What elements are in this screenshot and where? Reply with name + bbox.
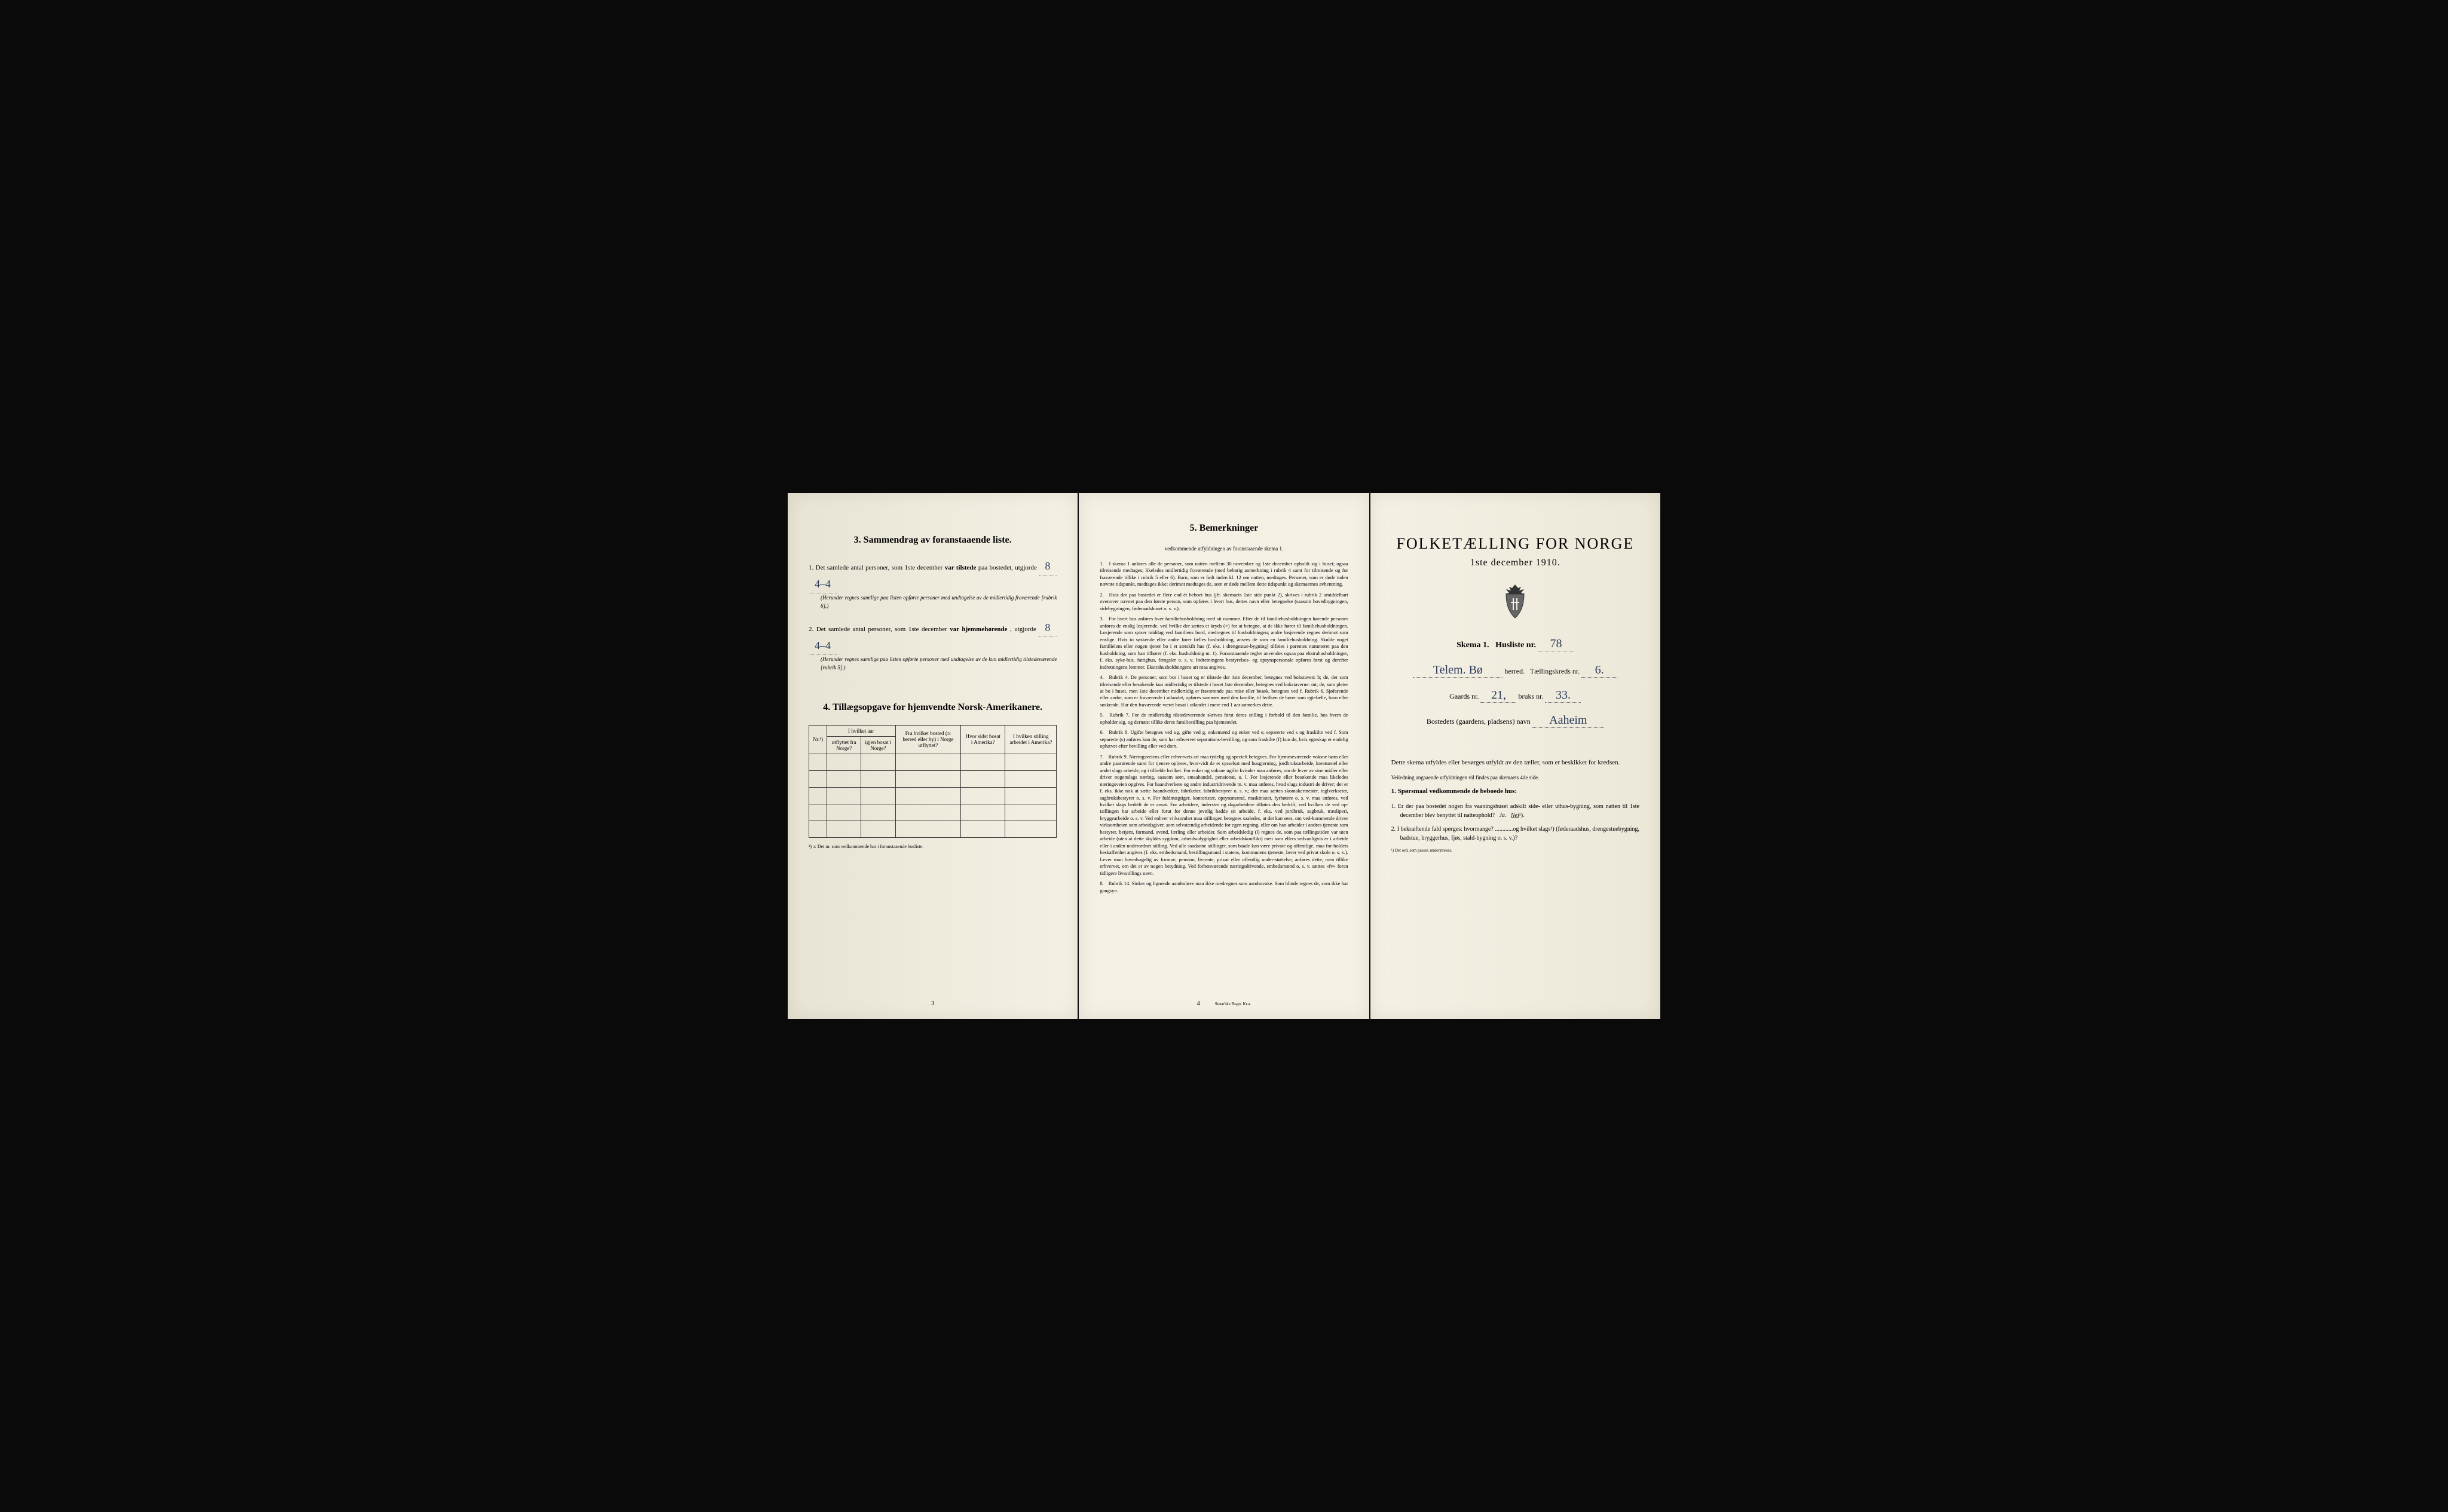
table-row: [809, 770, 1057, 787]
question-2: 2. I bekræftende fald spørges: hvormange…: [1391, 825, 1639, 843]
remark-4: 4. Rubrik 4. De personer, som bor i huse…: [1100, 674, 1348, 708]
section-3-title: Sammendrag av foranstaaende liste.: [864, 535, 1012, 545]
herred-line: Telem. Bø herred. Tællingskreds nr. 6.: [1391, 663, 1639, 678]
kreds-nr: 6.: [1581, 663, 1617, 678]
hjemme-count: 8: [1039, 619, 1057, 637]
table-row: [809, 821, 1057, 837]
title-date: 1ste december 1910.: [1391, 558, 1639, 568]
bosted-name: Aaheim: [1532, 714, 1604, 728]
section-4-title: Tillægsopgave for hjemvendte Norsk-Ameri…: [833, 702, 1042, 712]
main-title: FOLKETÆLLING FOR NORGE: [1391, 535, 1639, 553]
remark-2: 2. Hvis der paa bostedet er flere end ét…: [1100, 592, 1348, 612]
question-1: 1. Er der paa bostedet nogen fra vaaning…: [1391, 802, 1639, 820]
page-3: FOLKETÆLLING FOR NORGE 1ste december 191…: [1370, 493, 1660, 1019]
question-header: 1. Spørsmaal vedkommende de beboede hus:: [1391, 786, 1639, 797]
tilstede-split: 4–4: [809, 576, 837, 593]
page-2: 5. Bemerkninger vedkommende utfyldningen…: [1079, 493, 1369, 1019]
page-1: 3. Sammendrag av foranstaaende liste. 1.…: [788, 493, 1078, 1019]
coat-of-arms-icon: [1391, 583, 1639, 622]
remark-1: 1. I skema 1 anføres alle de personer, s…: [1100, 561, 1348, 588]
husliste-nr: 78: [1538, 637, 1574, 651]
gaard-nr: 21,: [1480, 688, 1516, 703]
page-num-4: 4 Steen'ske Bogtr. Kr.a.: [1079, 1000, 1369, 1007]
th-utflyttet: utflyttet fra Norge?: [827, 736, 861, 754]
th-aar: I hvilket aar: [827, 725, 895, 736]
section-5-header: 5. Bemerkninger: [1100, 523, 1348, 534]
bosted-line: Bostedets (gaardens, pladsens) navn Aahe…: [1391, 714, 1639, 728]
page-num-3: 3: [788, 1000, 1078, 1007]
th-igjen: igjen bosat i Norge?: [861, 736, 895, 754]
census-document: 3. Sammendrag av foranstaaende liste. 1.…: [788, 493, 1660, 1019]
remark-6: 6. Rubrik 8. Ugifte betegnes ved ug, gif…: [1100, 729, 1348, 749]
item-2: 2. Det samlede antal personer, som 1ste …: [809, 619, 1057, 672]
section-4-num: 4.: [823, 702, 830, 712]
section-4-footnote: ¹) ɔ: Det nr. som vedkommende har i fora…: [809, 844, 1057, 849]
remark-8: 8. Rubrik 14. Sinker og lignende aandssl…: [1100, 880, 1348, 894]
instructions: Dette skema utfyldes eller besørges utfy…: [1391, 758, 1639, 854]
th-amerika: Hvor sidst bosat i Amerika?: [961, 725, 1005, 754]
section-5-subtitle: vedkommende utfyldningen av foranstaaend…: [1100, 546, 1348, 552]
th-bosted: Fra hvilket bosted (ɔ: herred eller by) …: [895, 725, 961, 754]
table-row: [809, 754, 1057, 770]
section-3-num: 3.: [854, 535, 861, 545]
th-stilling: I hvilken stilling arbeidet i Amerika?: [1005, 725, 1057, 754]
remark-5: 5. Rubrik 7. For de midlertidig tilstede…: [1100, 712, 1348, 726]
table-row: [809, 787, 1057, 804]
nei-answer: Nei: [1511, 812, 1519, 819]
item-1: 1. Det samlede antal personer, som 1ste …: [809, 558, 1057, 610]
section-3-header: 3. Sammendrag av foranstaaende liste.: [809, 535, 1057, 546]
instruction-sub: Veiledning angaaende utfyldningen vil fi…: [1391, 773, 1639, 782]
remark-7: 7. Rubrik 9. Næringsveiens eller erhverv…: [1100, 754, 1348, 877]
th-nr: Nr.¹): [809, 725, 827, 754]
hjemme-split: 4–4: [809, 637, 837, 655]
remark-3: 3. For hvert hus anføres hver familiehus…: [1100, 616, 1348, 671]
herred-name: Telem. Bø: [1413, 663, 1503, 678]
section-4-header: 4. Tillægsopgave for hjemvendte Norsk-Am…: [809, 702, 1057, 713]
instruction-main: Dette skema utfyldes eller besørges utfy…: [1391, 758, 1639, 769]
footnote-3: ¹) Det ord, som passer, understrekes.: [1391, 847, 1639, 854]
gaard-line: Gaards nr. 21, bruks nr. 33.: [1391, 688, 1639, 703]
skema-line: Skema 1. Husliste nr. 78: [1391, 637, 1639, 651]
table-row: [809, 804, 1057, 821]
tilstede-count: 8: [1039, 558, 1057, 576]
amerikanere-table: Nr.¹) I hvilket aar Fra hvilket bosted (…: [809, 725, 1057, 838]
bruk-nr: 33.: [1545, 688, 1581, 703]
